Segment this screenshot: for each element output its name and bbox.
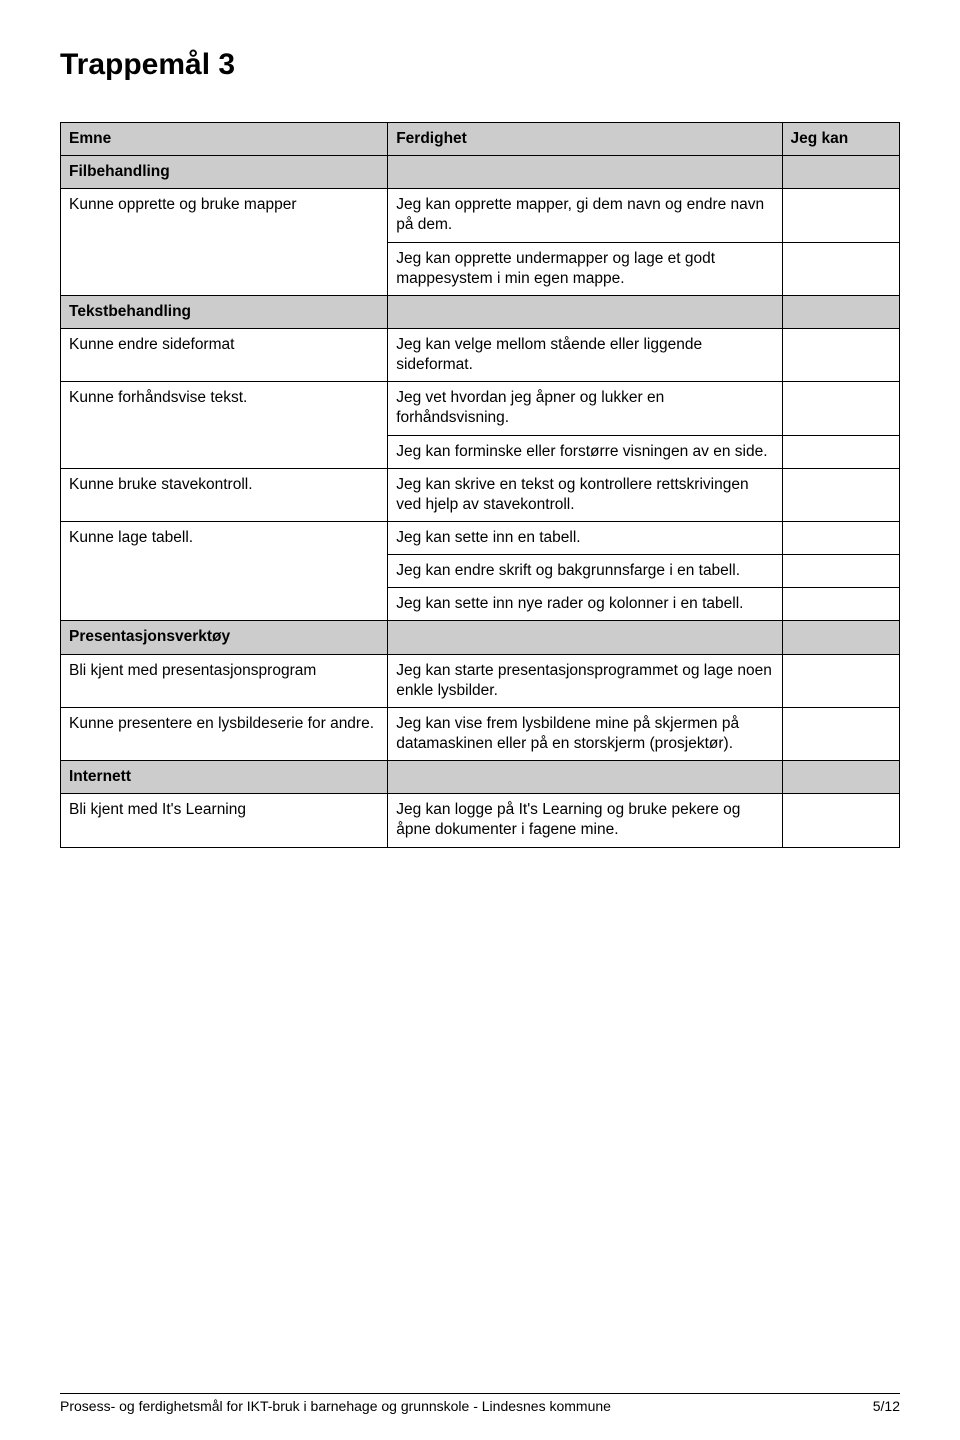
cell-empty bbox=[782, 761, 899, 794]
cell-ferdighet: Jeg kan opprette mapper, gi dem navn og … bbox=[388, 189, 782, 242]
cell-ferdighet: Jeg kan velge mellom stående eller ligge… bbox=[388, 328, 782, 381]
table-row: Bli kjent med It's Learning Jeg kan logg… bbox=[61, 794, 900, 847]
cell-emne: Kunne presentere en lysbildeserie for an… bbox=[61, 707, 388, 760]
cell-ferdighet: Jeg kan opprette undermapper og lage et … bbox=[388, 242, 782, 295]
section-internett: Internett bbox=[61, 761, 900, 794]
table-row: Kunne presentere en lysbildeserie for an… bbox=[61, 707, 900, 760]
cell-emne: Kunne lage tabell. bbox=[61, 521, 388, 620]
section-tekstbehandling: Tekstbehandling bbox=[61, 295, 900, 328]
page-number: 5/12 bbox=[873, 1398, 900, 1414]
cell-jegkan bbox=[782, 794, 899, 847]
cell-empty bbox=[782, 295, 899, 328]
cell-ferdighet: Jeg kan sette inn en tabell. bbox=[388, 521, 782, 554]
cell-emne: Kunne opprette og bruke mapper bbox=[61, 189, 388, 296]
cell-jegkan bbox=[782, 435, 899, 468]
col-emne: Emne bbox=[61, 123, 388, 156]
col-ferdighet: Ferdighet bbox=[388, 123, 782, 156]
cell-empty bbox=[388, 621, 782, 654]
cell-empty bbox=[782, 156, 899, 189]
table-row: Kunne endre sideformat Jeg kan velge mel… bbox=[61, 328, 900, 381]
footer-text: Prosess- og ferdighetsmål for IKT-bruk i… bbox=[60, 1398, 611, 1414]
cell-empty bbox=[388, 156, 782, 189]
section-label: Filbehandling bbox=[61, 156, 388, 189]
cell-jegkan bbox=[782, 588, 899, 621]
section-presentasjon: Presentasjonsverktøy bbox=[61, 621, 900, 654]
table-row: Kunne bruke stavekontroll. Jeg kan skriv… bbox=[61, 468, 900, 521]
cell-emne: Bli kjent med It's Learning bbox=[61, 794, 388, 847]
table-header-row: Emne Ferdighet Jeg kan bbox=[61, 123, 900, 156]
cell-jegkan bbox=[782, 654, 899, 707]
cell-ferdighet: Jeg kan starte presentasjonsprogrammet o… bbox=[388, 654, 782, 707]
cell-emne: Kunne forhåndsvise tekst. bbox=[61, 382, 388, 468]
cell-jegkan bbox=[782, 328, 899, 381]
competency-table: Emne Ferdighet Jeg kan Filbehandling Kun… bbox=[60, 122, 900, 848]
section-label: Presentasjonsverktøy bbox=[61, 621, 388, 654]
cell-ferdighet: Jeg kan vise frem lysbildene mine på skj… bbox=[388, 707, 782, 760]
cell-jegkan bbox=[782, 382, 899, 435]
cell-empty bbox=[782, 621, 899, 654]
table-row: Kunne lage tabell. Jeg kan sette inn en … bbox=[61, 521, 900, 554]
page-footer: Prosess- og ferdighetsmål for IKT-bruk i… bbox=[60, 1393, 900, 1414]
cell-jegkan bbox=[782, 468, 899, 521]
cell-empty bbox=[388, 295, 782, 328]
cell-jegkan bbox=[782, 189, 899, 242]
section-filbehandling: Filbehandling bbox=[61, 156, 900, 189]
cell-ferdighet: Jeg kan endre skrift og bakgrunnsfarge i… bbox=[388, 555, 782, 588]
cell-jegkan bbox=[782, 555, 899, 588]
page: Trappemål 3 Emne Ferdighet Jeg kan Filbe… bbox=[0, 0, 960, 1440]
cell-jegkan bbox=[782, 707, 899, 760]
page-title: Trappemål 3 bbox=[60, 48, 900, 82]
cell-emne: Kunne endre sideformat bbox=[61, 328, 388, 381]
section-label: Tekstbehandling bbox=[61, 295, 388, 328]
col-jegkan: Jeg kan bbox=[782, 123, 899, 156]
cell-ferdighet: Jeg kan logge på It's Learning og bruke … bbox=[388, 794, 782, 847]
cell-jegkan bbox=[782, 242, 899, 295]
section-label: Internett bbox=[61, 761, 388, 794]
cell-empty bbox=[388, 761, 782, 794]
cell-jegkan bbox=[782, 521, 899, 554]
cell-emne: Kunne bruke stavekontroll. bbox=[61, 468, 388, 521]
table-row: Kunne forhåndsvise tekst. Jeg vet hvorda… bbox=[61, 382, 900, 435]
cell-emne: Bli kjent med presentasjonsprogram bbox=[61, 654, 388, 707]
cell-ferdighet: Jeg kan skrive en tekst og kontrollere r… bbox=[388, 468, 782, 521]
cell-ferdighet: Jeg kan forminske eller forstørre visnin… bbox=[388, 435, 782, 468]
table-row: Bli kjent med presentasjonsprogram Jeg k… bbox=[61, 654, 900, 707]
cell-ferdighet: Jeg kan sette inn nye rader og kolonner … bbox=[388, 588, 782, 621]
table-row: Kunne opprette og bruke mapper Jeg kan o… bbox=[61, 189, 900, 242]
cell-ferdighet: Jeg vet hvordan jeg åpner og lukker en f… bbox=[388, 382, 782, 435]
